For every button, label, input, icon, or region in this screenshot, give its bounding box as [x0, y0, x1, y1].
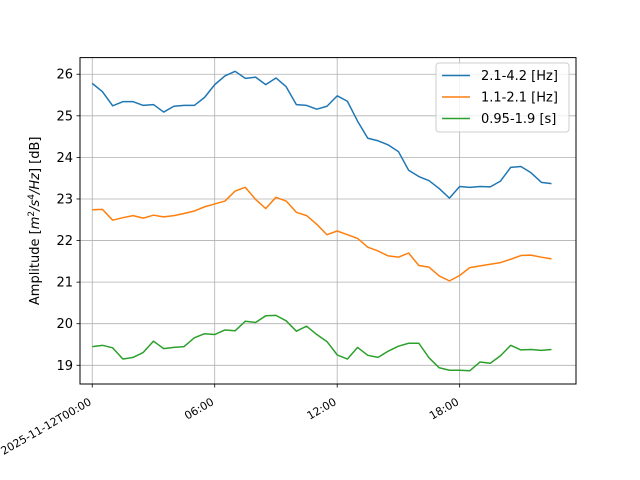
series-line-1	[91, 70, 552, 199]
legend-label-3: 0.95-1.9 [s]	[481, 112, 556, 127]
legend: 2.1-4.2 [Hz] 1.1-2.1 [Hz] 0.95-1.9 [s]	[435, 62, 570, 133]
y-tick-label: 25	[56, 109, 73, 124]
y-tick-label: 26	[56, 68, 73, 83]
legend-label-2: 1.1-2.1 [Hz]	[481, 91, 558, 106]
legend-label-1: 2.1-4.2 [Hz]	[481, 69, 558, 84]
legend-box	[435, 62, 570, 133]
gridlines	[80, 57, 576, 384]
plot-frame	[79, 57, 577, 385]
y-tick-label: 20	[56, 317, 73, 332]
y-axis-label: Amplitude [m2/s4/Hz] [dB]	[27, 136, 43, 305]
data-series	[91, 70, 552, 372]
y-tick-label: 19	[56, 359, 73, 374]
series-line-3	[92, 314, 552, 372]
y-tick-label: 24	[56, 151, 73, 166]
series-line-2	[92, 186, 552, 282]
y-axis-ticks: 19 20 21 22 23 24 25 26	[56, 68, 80, 374]
y-tick-label: 23	[56, 192, 73, 207]
y-tick-label: 22	[56, 234, 73, 249]
y-tick-label: 21	[56, 276, 73, 291]
